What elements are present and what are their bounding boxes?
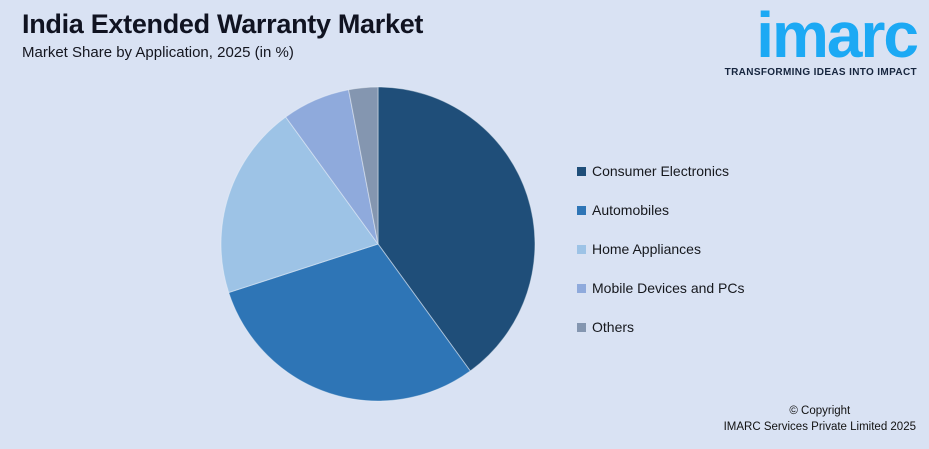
legend-item-others: Others — [577, 319, 745, 335]
legend-label: Mobile Devices and PCs — [592, 280, 745, 296]
copyright-line1: © Copyright — [789, 404, 851, 417]
imarc-logo-wordmark: imarc — [756, 0, 919, 71]
imarc-logo: imarc TRANSFORMING IDEAS INTO IMPACT — [724, 0, 919, 78]
pie-slice — [220, 116, 379, 294]
legend-item-mobile-devices-and-pcs: Mobile Devices and PCs — [577, 280, 745, 296]
copyright-line2: IMARC Services Private Limited 2025 — [723, 421, 916, 434]
pie-slice — [347, 86, 379, 245]
legend-item-automobiles: Automobiles — [577, 202, 745, 218]
copyright-notice: © Copyright IMARC Services Private Limit… — [724, 403, 916, 436]
legend-swatch-home-appliances — [577, 244, 586, 254]
legend-label: Others — [592, 319, 635, 335]
legend-swatch-mobile-devices-and-pcs — [577, 283, 586, 293]
legend-swatch-automobiles — [577, 205, 586, 215]
legend-swatch-consumer-electronics — [577, 166, 586, 176]
pie-chart — [220, 86, 536, 402]
legend-label: Home Appliances — [592, 241, 701, 257]
pie-slice — [228, 243, 471, 402]
pie-chart-svg — [220, 86, 536, 402]
chart-legend: Consumer Electronics Automobiles Home Ap… — [577, 163, 745, 358]
pie-slice — [377, 86, 536, 372]
legend-item-consumer-electronics: Consumer Electronics — [577, 163, 745, 179]
legend-label: Consumer Electronics — [592, 163, 729, 179]
page-title: India Extended Warranty Market — [22, 9, 424, 39]
legend-swatch-others — [577, 322, 586, 332]
imarc-logo-tagline: TRANSFORMING IDEAS INTO IMPACT — [724, 67, 917, 78]
legend-item-home-appliances: Home Appliances — [577, 241, 745, 257]
chart-subtitle: Market Share by Application, 2025 (in %) — [22, 44, 294, 61]
legend-label: Automobiles — [592, 202, 670, 218]
